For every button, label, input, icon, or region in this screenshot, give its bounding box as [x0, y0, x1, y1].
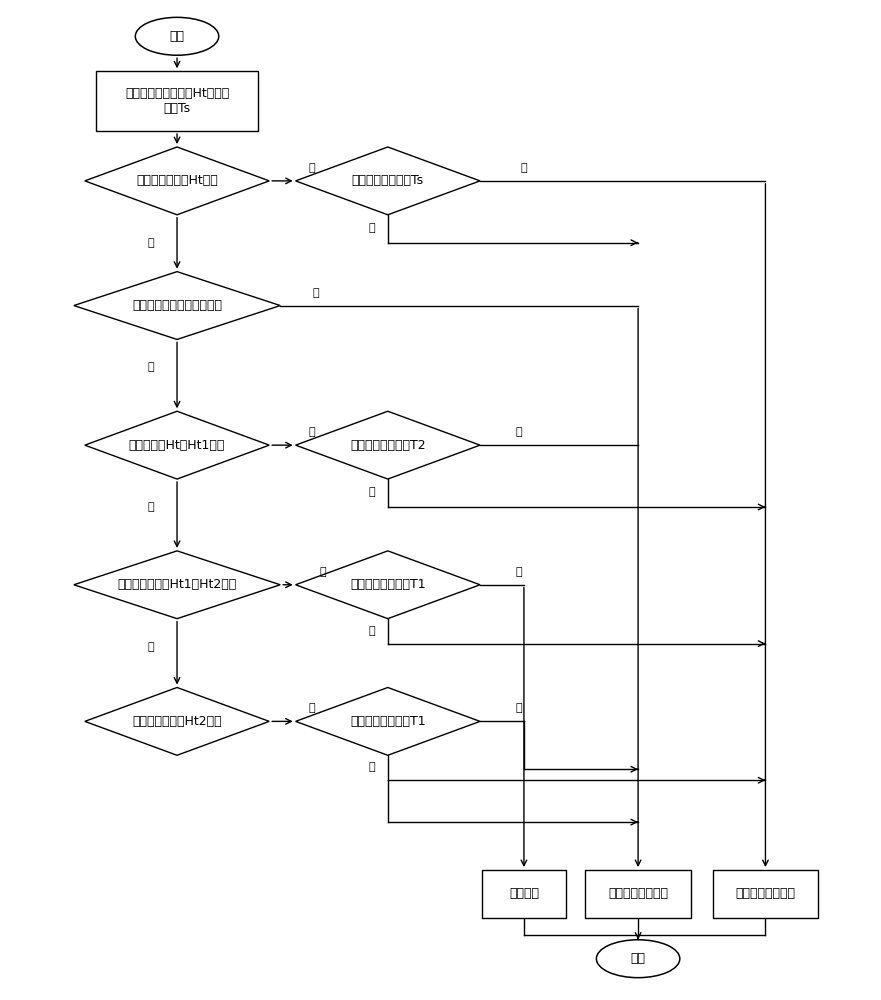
Text: 否: 否 — [147, 502, 154, 512]
Polygon shape — [296, 147, 480, 215]
Text: 车内湿度是否在Ht1与Ht2之间: 车内湿度是否在Ht1与Ht2之间 — [117, 578, 237, 591]
Text: 是: 是 — [521, 163, 527, 173]
Text: 设置车内目标湿度值Ht、目标
温度Ts: 设置车内目标湿度值Ht、目标 温度Ts — [125, 87, 229, 115]
Text: 是: 是 — [319, 567, 326, 577]
Ellipse shape — [596, 940, 680, 978]
Text: 是: 是 — [308, 163, 315, 173]
Text: 否: 否 — [368, 487, 375, 497]
Polygon shape — [74, 272, 280, 339]
Text: 是: 是 — [515, 703, 522, 713]
Text: 车外温度是否比车内温度低: 车外温度是否比车内温度低 — [132, 299, 222, 312]
Text: 车内湿度是否在Ht以下: 车内湿度是否在Ht以下 — [137, 174, 218, 187]
Text: 车内湿度在Ht与Ht1之间: 车内湿度在Ht与Ht1之间 — [129, 439, 226, 452]
Polygon shape — [296, 687, 480, 755]
Bar — [96, 71, 258, 131]
Text: 否: 否 — [147, 238, 154, 248]
Text: 否: 否 — [312, 288, 319, 298]
Text: 开始: 开始 — [169, 30, 184, 43]
Text: 是: 是 — [147, 362, 154, 372]
Polygon shape — [296, 551, 480, 619]
Polygon shape — [85, 147, 270, 215]
Text: 是: 是 — [515, 567, 522, 577]
Text: 车外温度是否小于T1: 车外温度是否小于T1 — [350, 715, 426, 728]
Text: 开启或关闭压缩机: 开启或关闭压缩机 — [736, 887, 796, 900]
Polygon shape — [296, 411, 480, 479]
Polygon shape — [85, 687, 270, 755]
Text: 否: 否 — [368, 223, 375, 233]
Text: 是: 是 — [308, 427, 315, 437]
Text: 是: 是 — [308, 703, 315, 713]
Bar — [482, 870, 566, 918]
Text: 否: 否 — [147, 642, 154, 652]
Text: 增加风量: 增加风量 — [509, 887, 539, 900]
Text: 否: 否 — [368, 762, 375, 772]
Bar — [713, 870, 818, 918]
Text: 结束: 结束 — [631, 952, 646, 965]
Text: 车外温度是否小于T1: 车外温度是否小于T1 — [350, 578, 426, 591]
Text: 是: 是 — [515, 427, 522, 437]
Polygon shape — [74, 551, 280, 619]
Text: 车内湿度是否在Ht2以上: 车内湿度是否在Ht2以上 — [132, 715, 222, 728]
Polygon shape — [85, 411, 270, 479]
Text: 否: 否 — [368, 626, 375, 636]
Text: 车内温度是否小于Ts: 车内温度是否小于Ts — [352, 174, 424, 187]
Bar — [585, 870, 691, 918]
Ellipse shape — [136, 17, 218, 55]
Text: 开启或关闭外循环: 开启或关闭外循环 — [608, 887, 668, 900]
Text: 车外温度是否小于T2: 车外温度是否小于T2 — [350, 439, 426, 452]
